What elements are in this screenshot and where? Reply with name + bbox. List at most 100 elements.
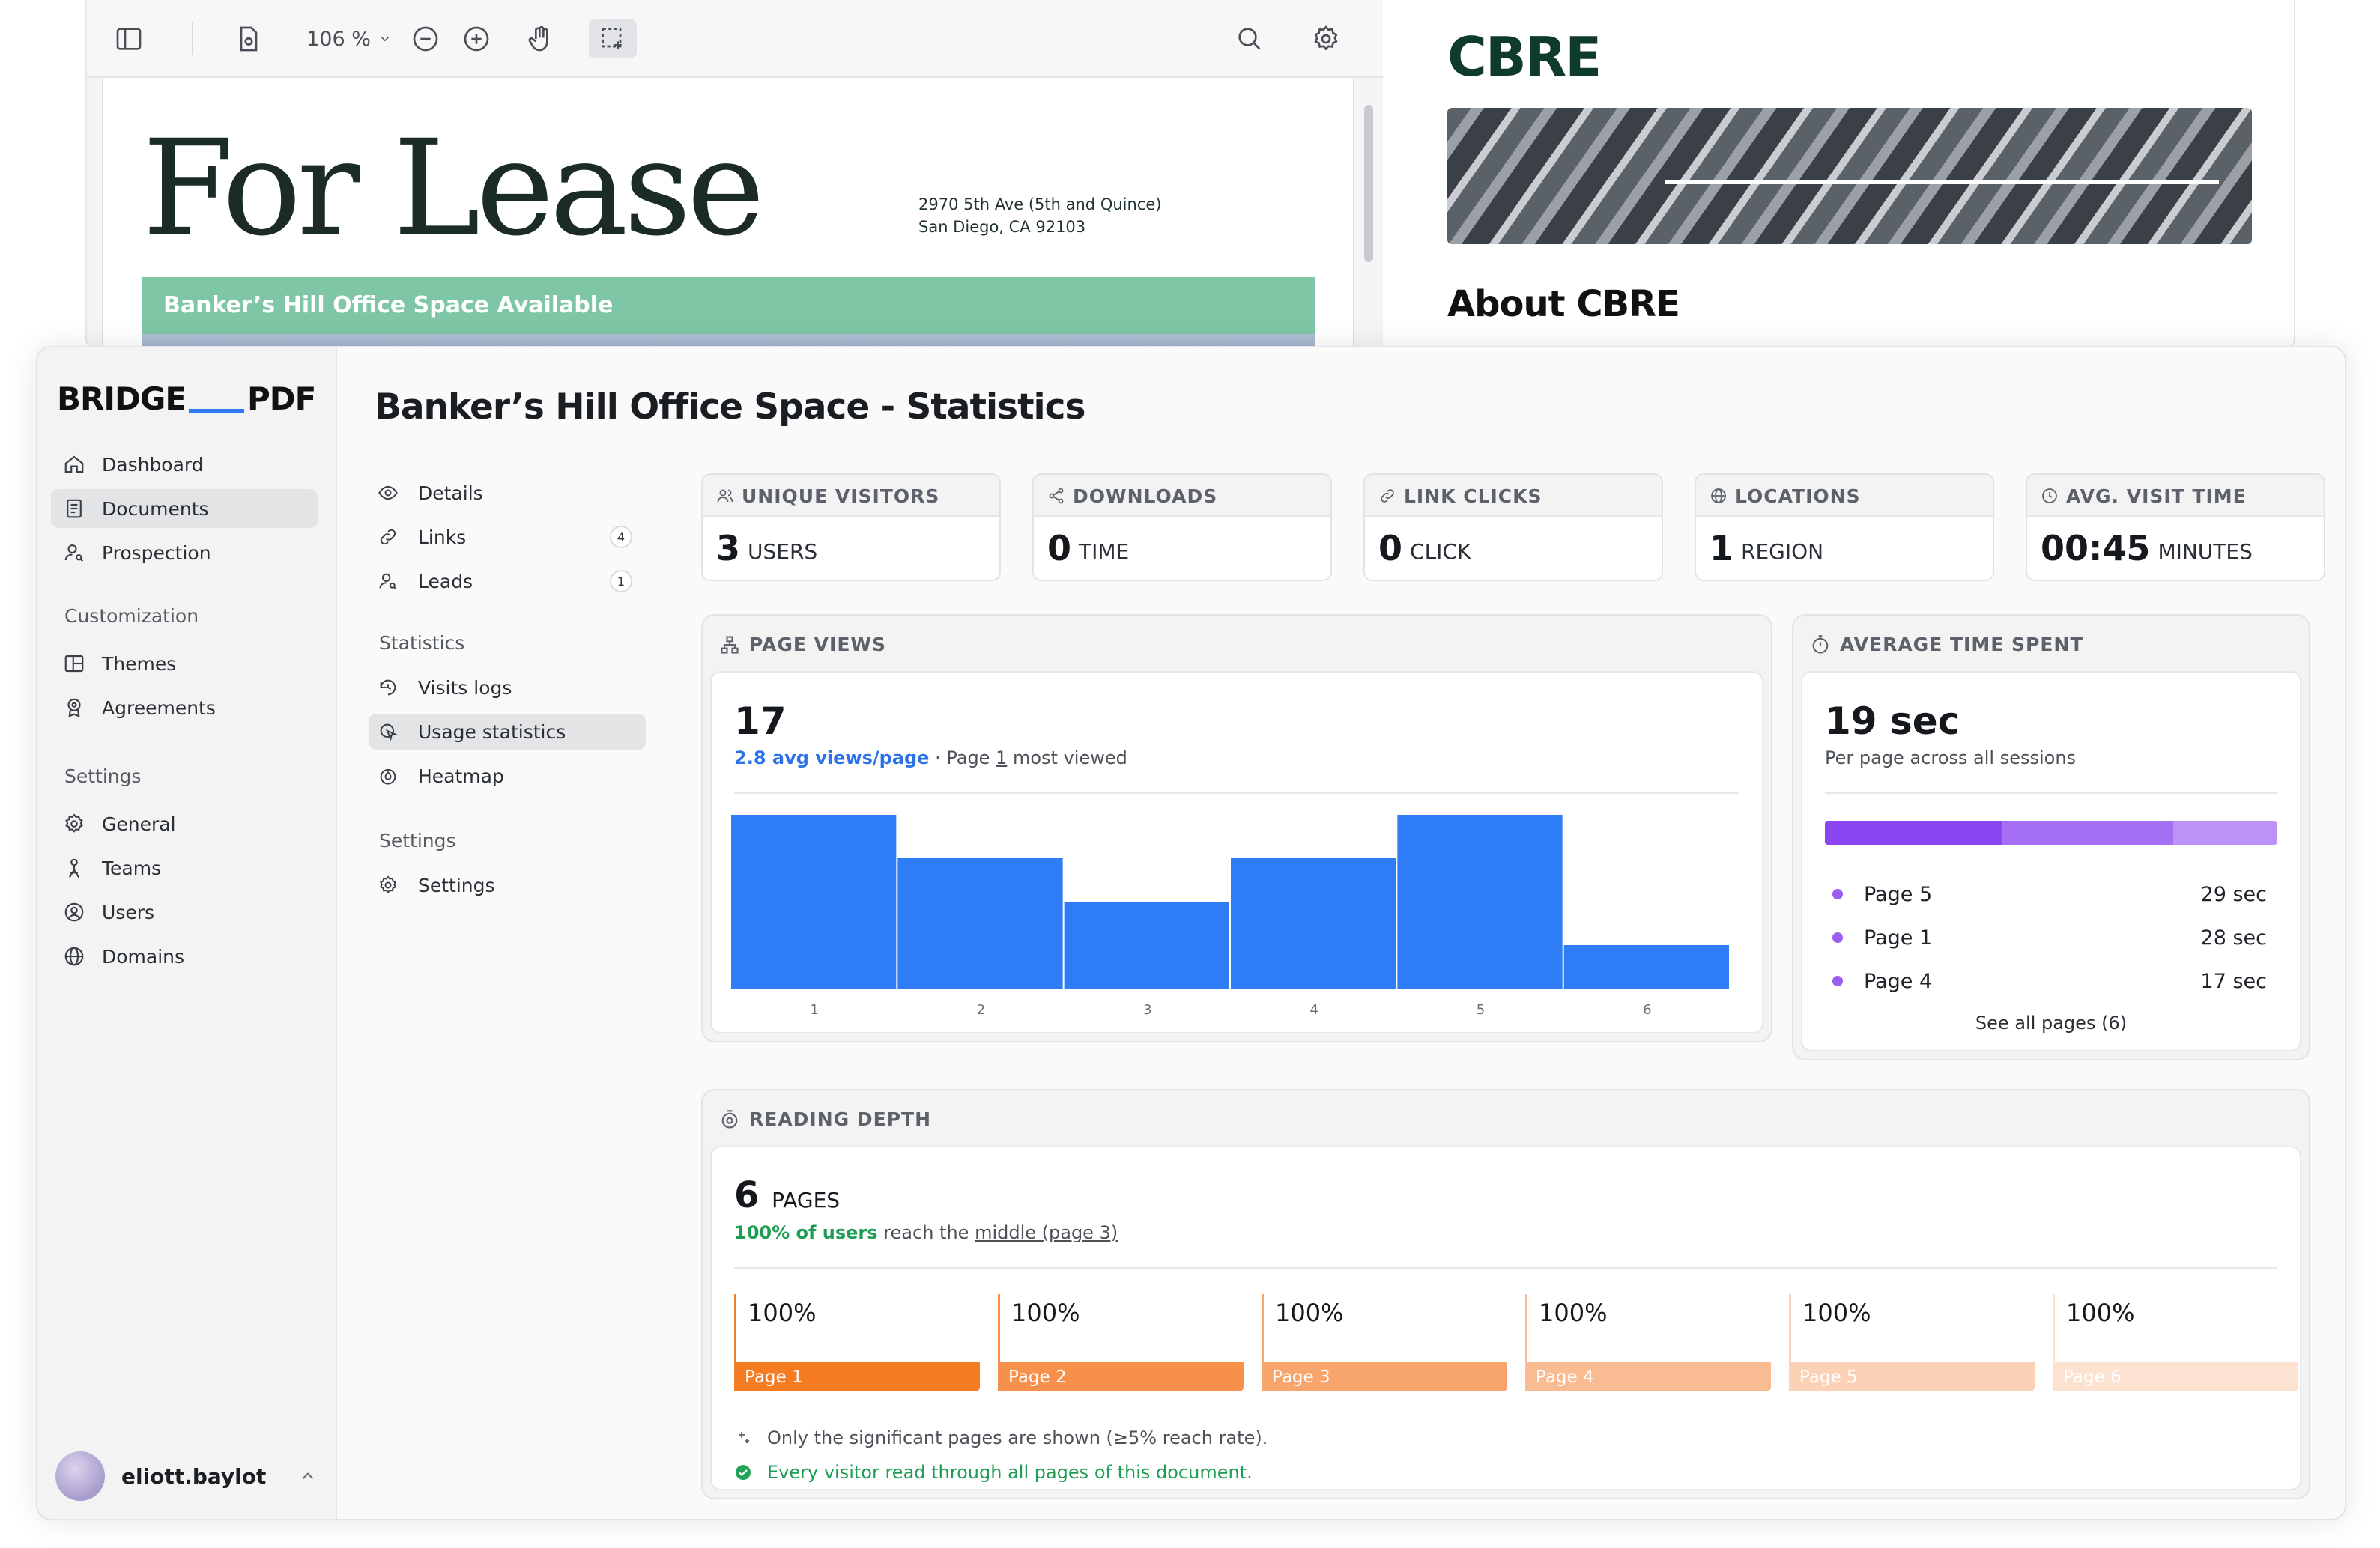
tick-label-3: 3 (1143, 1002, 1151, 1018)
stat-label: UNIQUE VISITORS (742, 485, 940, 507)
subnav-usage-statistics[interactable]: Usage statistics (369, 714, 646, 750)
subnav-section-settings: Settings (379, 830, 456, 852)
reading-depth-panel: READING DEPTH 6 PAGES 100% of users reac… (701, 1089, 2310, 1499)
stat-label: LOCATIONS (1735, 485, 1861, 507)
gear-icon[interactable] (1306, 19, 1345, 58)
viewer-scrollbar[interactable] (1364, 105, 1373, 262)
time-row: Page 4 17 sec (1832, 966, 2267, 996)
page-settings-icon[interactable] (229, 19, 268, 58)
sidebar-item-themes[interactable]: Themes (51, 644, 318, 683)
app-window: BRIDGE PDF Dashboard Documents Prospecti… (36, 346, 2346, 1520)
avg-time-subtitle: Per page across all sessions (1825, 747, 2077, 768)
brand-logo[interactable]: BRIDGE PDF (57, 380, 316, 417)
depth-marker (2053, 1294, 2055, 1391)
middle-page-link[interactable]: middle (page 3) (975, 1222, 1118, 1243)
bar-page-3[interactable] (1064, 902, 1229, 989)
cursor-click-icon (380, 723, 398, 741)
brand-left: BRIDGE (57, 380, 187, 417)
sidebar-item-label: Dashboard (102, 453, 204, 476)
avg-views[interactable]: 2.8 avg views/page (734, 747, 930, 768)
hand-tool-icon[interactable] (521, 19, 560, 58)
sidebar-item-label: Users (102, 901, 155, 923)
stat-header: LOCATIONS (1696, 475, 1993, 517)
sidebar-item-label: Themes (102, 652, 177, 675)
sidebar-item-users[interactable]: Users (51, 893, 318, 932)
bar-page-1[interactable] (731, 815, 897, 989)
panel-header: PAGE VIEWS (719, 634, 886, 655)
subnav-label: Details (418, 482, 483, 504)
sidebar-item-agreements[interactable]: Agreements (51, 688, 318, 727)
time-segment-1 (1825, 821, 2002, 845)
stat-header: UNIQUE VISITORS (703, 475, 999, 517)
brand-dash (189, 409, 245, 413)
depth-marker (1262, 1294, 1264, 1391)
depth-page-bar: Page 1 (734, 1362, 980, 1391)
sidebar-item-label: General (102, 813, 176, 835)
stat-value: 0 (1047, 528, 1072, 568)
depth-page-bar: Page 6 (2053, 1362, 2298, 1391)
stat-value: 1 (1710, 528, 1734, 568)
depth-box: 100% Page 2 (998, 1294, 1244, 1391)
select-tool-icon[interactable] (589, 19, 637, 58)
sidebar-item-label: Documents (102, 497, 209, 520)
link-icon (1381, 489, 1394, 503)
target-icon (721, 1109, 738, 1129)
time-row: Page 5 29 sec (1832, 879, 2267, 909)
search-icon[interactable] (1230, 19, 1269, 58)
subnav-label: Heatmap (418, 765, 504, 787)
photo-line (1665, 180, 2219, 184)
links-count-badge: 4 (610, 526, 632, 548)
subnav-links[interactable]: Links 4 (369, 519, 646, 555)
depth-page-bar: Page 4 (1525, 1362, 1771, 1391)
top-page-link[interactable]: 1 (996, 747, 1008, 768)
subnav-label: Links (418, 526, 467, 548)
viewer-right-pane: CBRE About CBRE (1383, 0, 2294, 350)
depth-page-bar: Page 5 (1789, 1362, 2035, 1391)
page-views-total: 17 (734, 699, 787, 743)
bar-page-4[interactable] (1231, 858, 1396, 989)
bar-page-2[interactable] (897, 858, 1063, 989)
see-all-pages-link[interactable]: See all pages (6) (1975, 1013, 2128, 1033)
subnav-details[interactable]: Details (369, 475, 646, 511)
sidebar-item-general[interactable]: General (51, 804, 318, 843)
zoom-select[interactable]: 106 % (304, 19, 394, 58)
sidebar-item-teams[interactable]: Teams (51, 849, 318, 887)
sidebar-item-documents[interactable]: Documents (51, 489, 318, 528)
subnav-visits-logs[interactable]: Visits logs (369, 670, 646, 705)
subnav-leads[interactable]: Leads 1 (369, 563, 646, 599)
subnav-settings[interactable]: Settings (369, 867, 646, 903)
user-menu[interactable]: eliott.baylot (55, 1450, 318, 1502)
page-views-body: 17 2.8 avg views/page · Page 1 most view… (710, 671, 1763, 1033)
divider (734, 1267, 2277, 1269)
sidebar-item-dashboard[interactable]: Dashboard (51, 445, 318, 484)
stat-body: 0 TIME (1034, 515, 1330, 580)
chevron-up-icon (302, 1472, 314, 1480)
brand-right: PDF (247, 380, 316, 417)
zoom-in-icon[interactable] (457, 19, 496, 58)
subnav-label: Visits logs (418, 676, 512, 699)
tick-label-5: 5 (1477, 1002, 1485, 1018)
depth-percent: 100% (1539, 1299, 1608, 1327)
globe-icon (64, 947, 84, 966)
sidebar-item-domains[interactable]: Domains (51, 937, 318, 976)
stat-value: 3 (716, 528, 741, 568)
bar-page-5[interactable] (1397, 815, 1563, 989)
bar-page-6[interactable] (1563, 945, 1729, 989)
page-views-chart: 1 2 3 4 5 6 (731, 815, 1729, 1018)
address-line-1: 2970 5th Ave (5th and Quince) (918, 195, 1162, 213)
document-icon (67, 499, 82, 518)
time-row: Page 1 28 sec (1832, 923, 2267, 953)
sidebar-item-prospection[interactable]: Prospection (51, 533, 318, 572)
sparkle-icon (739, 1432, 749, 1443)
subnav-heatmap[interactable]: Heatmap (369, 758, 646, 794)
depth-summary: 100% of users reach the middle (page 3) (734, 1222, 1118, 1243)
divider (734, 792, 1739, 794)
home-icon (64, 455, 84, 473)
leads-count-badge: 1 (610, 570, 632, 592)
sidebar-toggle-icon[interactable] (109, 19, 148, 58)
bullet-dot (1832, 932, 1843, 943)
panel-title: READING DEPTH (749, 1108, 932, 1130)
depth-page-bar: Page 2 (998, 1362, 1244, 1391)
depth-box: 100% Page 5 (1789, 1294, 2035, 1391)
zoom-out-icon[interactable] (406, 19, 445, 58)
